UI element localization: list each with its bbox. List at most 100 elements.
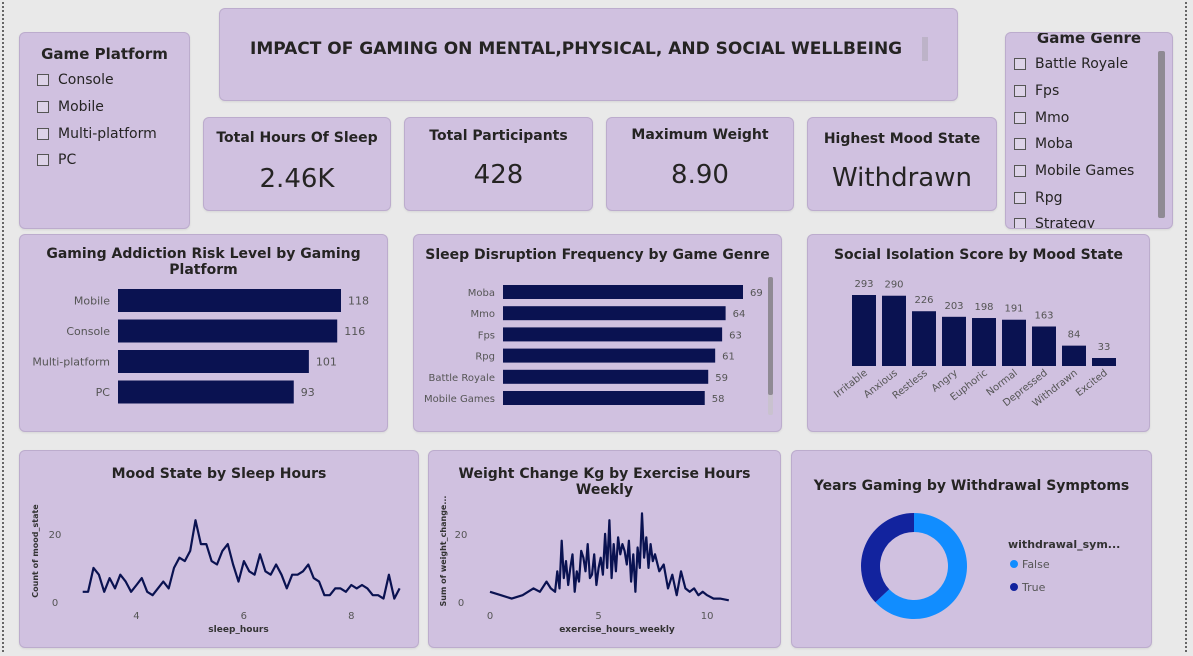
social-isolation-plot: 293Irritable290Anxious226Restless203Angr… [832,279,1116,409]
title-scroll-indicator [922,37,928,61]
bar [118,380,294,404]
option-label: Fps [1035,83,1060,99]
addiction-risk-plot: Mobile 118 Console 116 Multi-platform 101 PC 93 [32,289,369,404]
option-label: Multi-platform [58,126,157,142]
category-label: Mmo [471,309,496,320]
data-label: 203 [944,301,963,312]
kpi-highest-mood: Highest Mood State Withdrawn [807,117,997,211]
category-label: Moba [468,288,495,299]
data-label: 101 [316,356,337,369]
kpi-value: 8.90 [671,160,729,190]
checkbox[interactable] [1014,85,1026,97]
checkbox[interactable] [1014,165,1026,177]
bar [1032,326,1056,366]
option-label: Battle Royale [1035,56,1129,72]
legend-label: False [1022,558,1050,571]
mood-sleep-plot: 4 6 8 0 20 sleep_hours Count of mood_state [31,504,401,635]
withdrawal-donut-plot: withdrawal_sym... False True [861,513,1120,619]
social-isolation-chart: Social Isolation Score by Mood State 293… [807,234,1150,432]
mood-sleep-chart: Mood State by Sleep Hours 4 6 8 0 20 sleep_ho… [19,450,419,648]
slicer-option-strategy[interactable]: Strategy [1014,216,1095,229]
checkbox[interactable] [1014,58,1026,70]
donut-slice [861,513,914,603]
x-tick-label: 0 [487,611,493,622]
category-label: Rpg [475,352,495,363]
slicer-option-multi-platform[interactable]: Multi-platform [37,126,157,142]
category-label: Mobile Games [424,394,495,405]
data-label: 69 [750,288,763,299]
slicer-option-moba[interactable]: Moba [1014,136,1073,152]
slicer-option-mobile-games[interactable]: Mobile Games [1014,163,1134,179]
data-label: 226 [914,295,933,306]
checkbox[interactable] [1014,138,1026,150]
slicer-scrollbar[interactable] [1158,51,1165,218]
chart-scrollbar[interactable] [768,277,773,415]
bar [118,350,309,373]
bar [503,391,705,405]
y-axis-label: Sum of weight_change... [439,496,448,607]
x-tick-label: 8 [348,611,354,622]
slicer-option-mmo[interactable]: Mmo [1014,110,1069,126]
category-label: Mobile [74,295,110,308]
bar [503,306,726,321]
category-label: Console [66,325,110,338]
option-label: Mobile [58,99,104,115]
option-label: PC [58,152,77,168]
data-label: 64 [733,309,746,320]
option-label: Mobile Games [1035,163,1135,179]
option-label: Strategy [1035,216,1095,229]
x-axis-label: sleep_hours [208,625,268,635]
option-label: Mmo [1035,110,1070,126]
checkbox[interactable] [37,154,49,166]
bar [118,289,341,312]
kpi-label: Total Participants [429,128,568,144]
kpi-value: Withdrawn [832,163,972,193]
bar [912,311,936,366]
x-tick-label: 6 [241,611,247,622]
slicer-option-battle-royale[interactable]: Battle Royale [1014,56,1128,72]
y-tick-label: 20 [49,530,62,541]
bar [882,295,906,366]
game-genre-slicer: Game Genre Battle Royale Fps Mmo Moba Mo… [1005,32,1173,229]
slicer-option-fps[interactable]: Fps [1014,83,1059,99]
chart-title: Sleep Disruption Frequency by Game Genre [425,247,770,263]
slicer-option-mobile[interactable]: Mobile [37,99,104,115]
y-tick-label: 0 [458,598,464,609]
checkbox[interactable] [1014,112,1026,124]
bar [852,295,876,366]
data-label: 59 [715,373,728,384]
category-label: Excited [1074,368,1110,399]
slicer-option-pc[interactable]: PC [37,152,76,168]
data-label: 84 [1068,330,1081,341]
data-label: 116 [344,325,365,338]
scrollbar-thumb[interactable] [768,277,773,395]
kpi-maximum-weight: Maximum Weight 8.90 [606,117,794,211]
kpi-label: Highest Mood State [823,131,981,147]
bar [972,318,996,366]
chart-title: Years Gaming by Withdrawal Symptoms [813,478,1130,494]
bar [503,285,743,299]
checkbox[interactable] [37,74,49,86]
data-label: 93 [301,386,315,399]
legend-title: withdrawal_sym... [1008,538,1120,551]
checkbox[interactable] [1014,192,1026,204]
page-title: IMPACT OF GAMING ON MENTAL,PHYSICAL, AND… [250,39,903,59]
kpi-total-sleep: Total Hours Of Sleep 2.46K [203,117,391,211]
kpi-value: 2.46K [259,164,335,194]
slicer-option-rpg[interactable]: Rpg [1014,190,1063,206]
checkbox[interactable] [1014,218,1026,228]
donut-slice [875,513,967,619]
kpi-label: Total Hours Of Sleep [216,130,378,146]
legend-label: True [1021,581,1046,594]
option-label: Console [58,72,114,88]
checkbox[interactable] [37,101,49,113]
report-title-card: IMPACT OF GAMING ON MENTAL,PHYSICAL, AND… [219,8,958,101]
chart-title: Mood State by Sleep Hours [111,466,327,482]
game-platform-slicer: Game Platform Console Mobile Multi-platf… [19,32,190,229]
slicer-option-console[interactable]: Console [37,72,114,88]
data-label: 290 [884,280,903,291]
chart-title: Social Isolation Score by Mood State [833,247,1124,263]
checkbox[interactable] [37,128,49,140]
bar [1062,345,1086,366]
